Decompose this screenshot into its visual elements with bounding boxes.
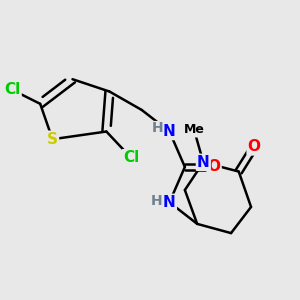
- Text: O: O: [248, 140, 261, 154]
- Text: N: N: [163, 195, 176, 210]
- Text: H: H: [151, 194, 162, 208]
- Text: Cl: Cl: [123, 150, 139, 165]
- Text: H: H: [152, 122, 164, 136]
- Text: Cl: Cl: [4, 82, 21, 98]
- Text: N: N: [197, 155, 210, 170]
- Text: O: O: [208, 159, 220, 174]
- Text: N: N: [163, 124, 176, 139]
- Text: Me: Me: [184, 124, 205, 136]
- Text: S: S: [47, 132, 58, 147]
